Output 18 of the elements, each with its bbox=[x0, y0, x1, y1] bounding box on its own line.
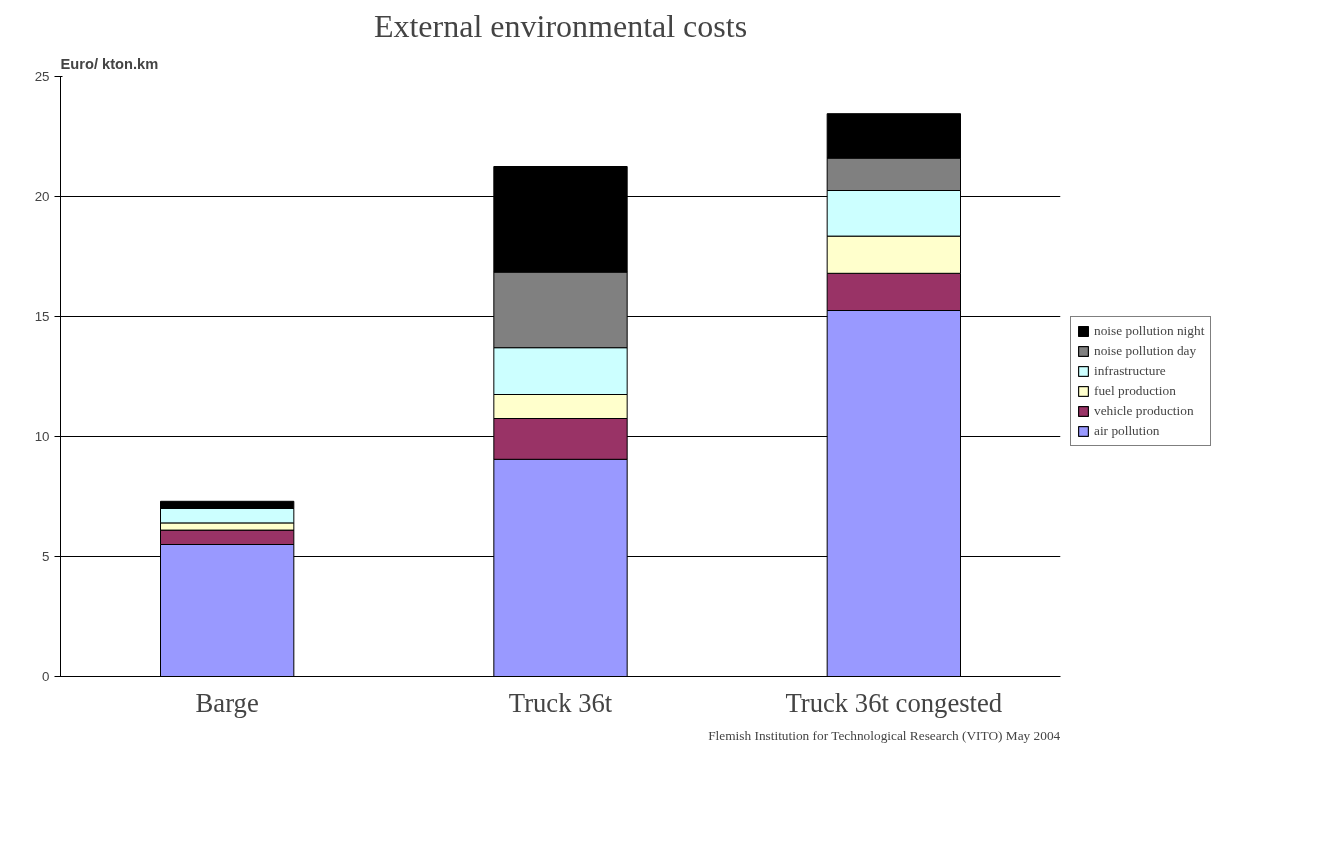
legend-label: noise pollution night bbox=[1094, 323, 1205, 339]
text: Flemish Institution for Technological Research (VITO) May 2004 bbox=[708, 727, 1061, 743]
legend-label: noise pollution day bbox=[1094, 343, 1197, 359]
legend-label: vehicle production bbox=[1094, 403, 1194, 419]
chart-title: External environmental costs bbox=[373, 7, 748, 44]
y-tick-label: 20 bbox=[34, 189, 50, 204]
x-tick-label: Truck 36t bbox=[508, 687, 613, 718]
y-axis-title: Euro/ kton.km bbox=[60, 55, 159, 72]
y-tick-label: 10 bbox=[34, 429, 50, 444]
y-tick-label: 25 bbox=[34, 69, 50, 84]
legend-label: fuel production bbox=[1094, 383, 1176, 399]
y-tick-label: 5 bbox=[42, 549, 50, 564]
y-tick-label: 15 bbox=[34, 309, 50, 324]
x-tick-label: Barge bbox=[195, 687, 259, 718]
legend-label: air pollution bbox=[1094, 423, 1160, 439]
legend-label: infrastructure bbox=[1094, 363, 1166, 379]
y-tick-label: 0 bbox=[42, 669, 50, 684]
x-tick-label: Truck 36t congested bbox=[785, 687, 1003, 718]
